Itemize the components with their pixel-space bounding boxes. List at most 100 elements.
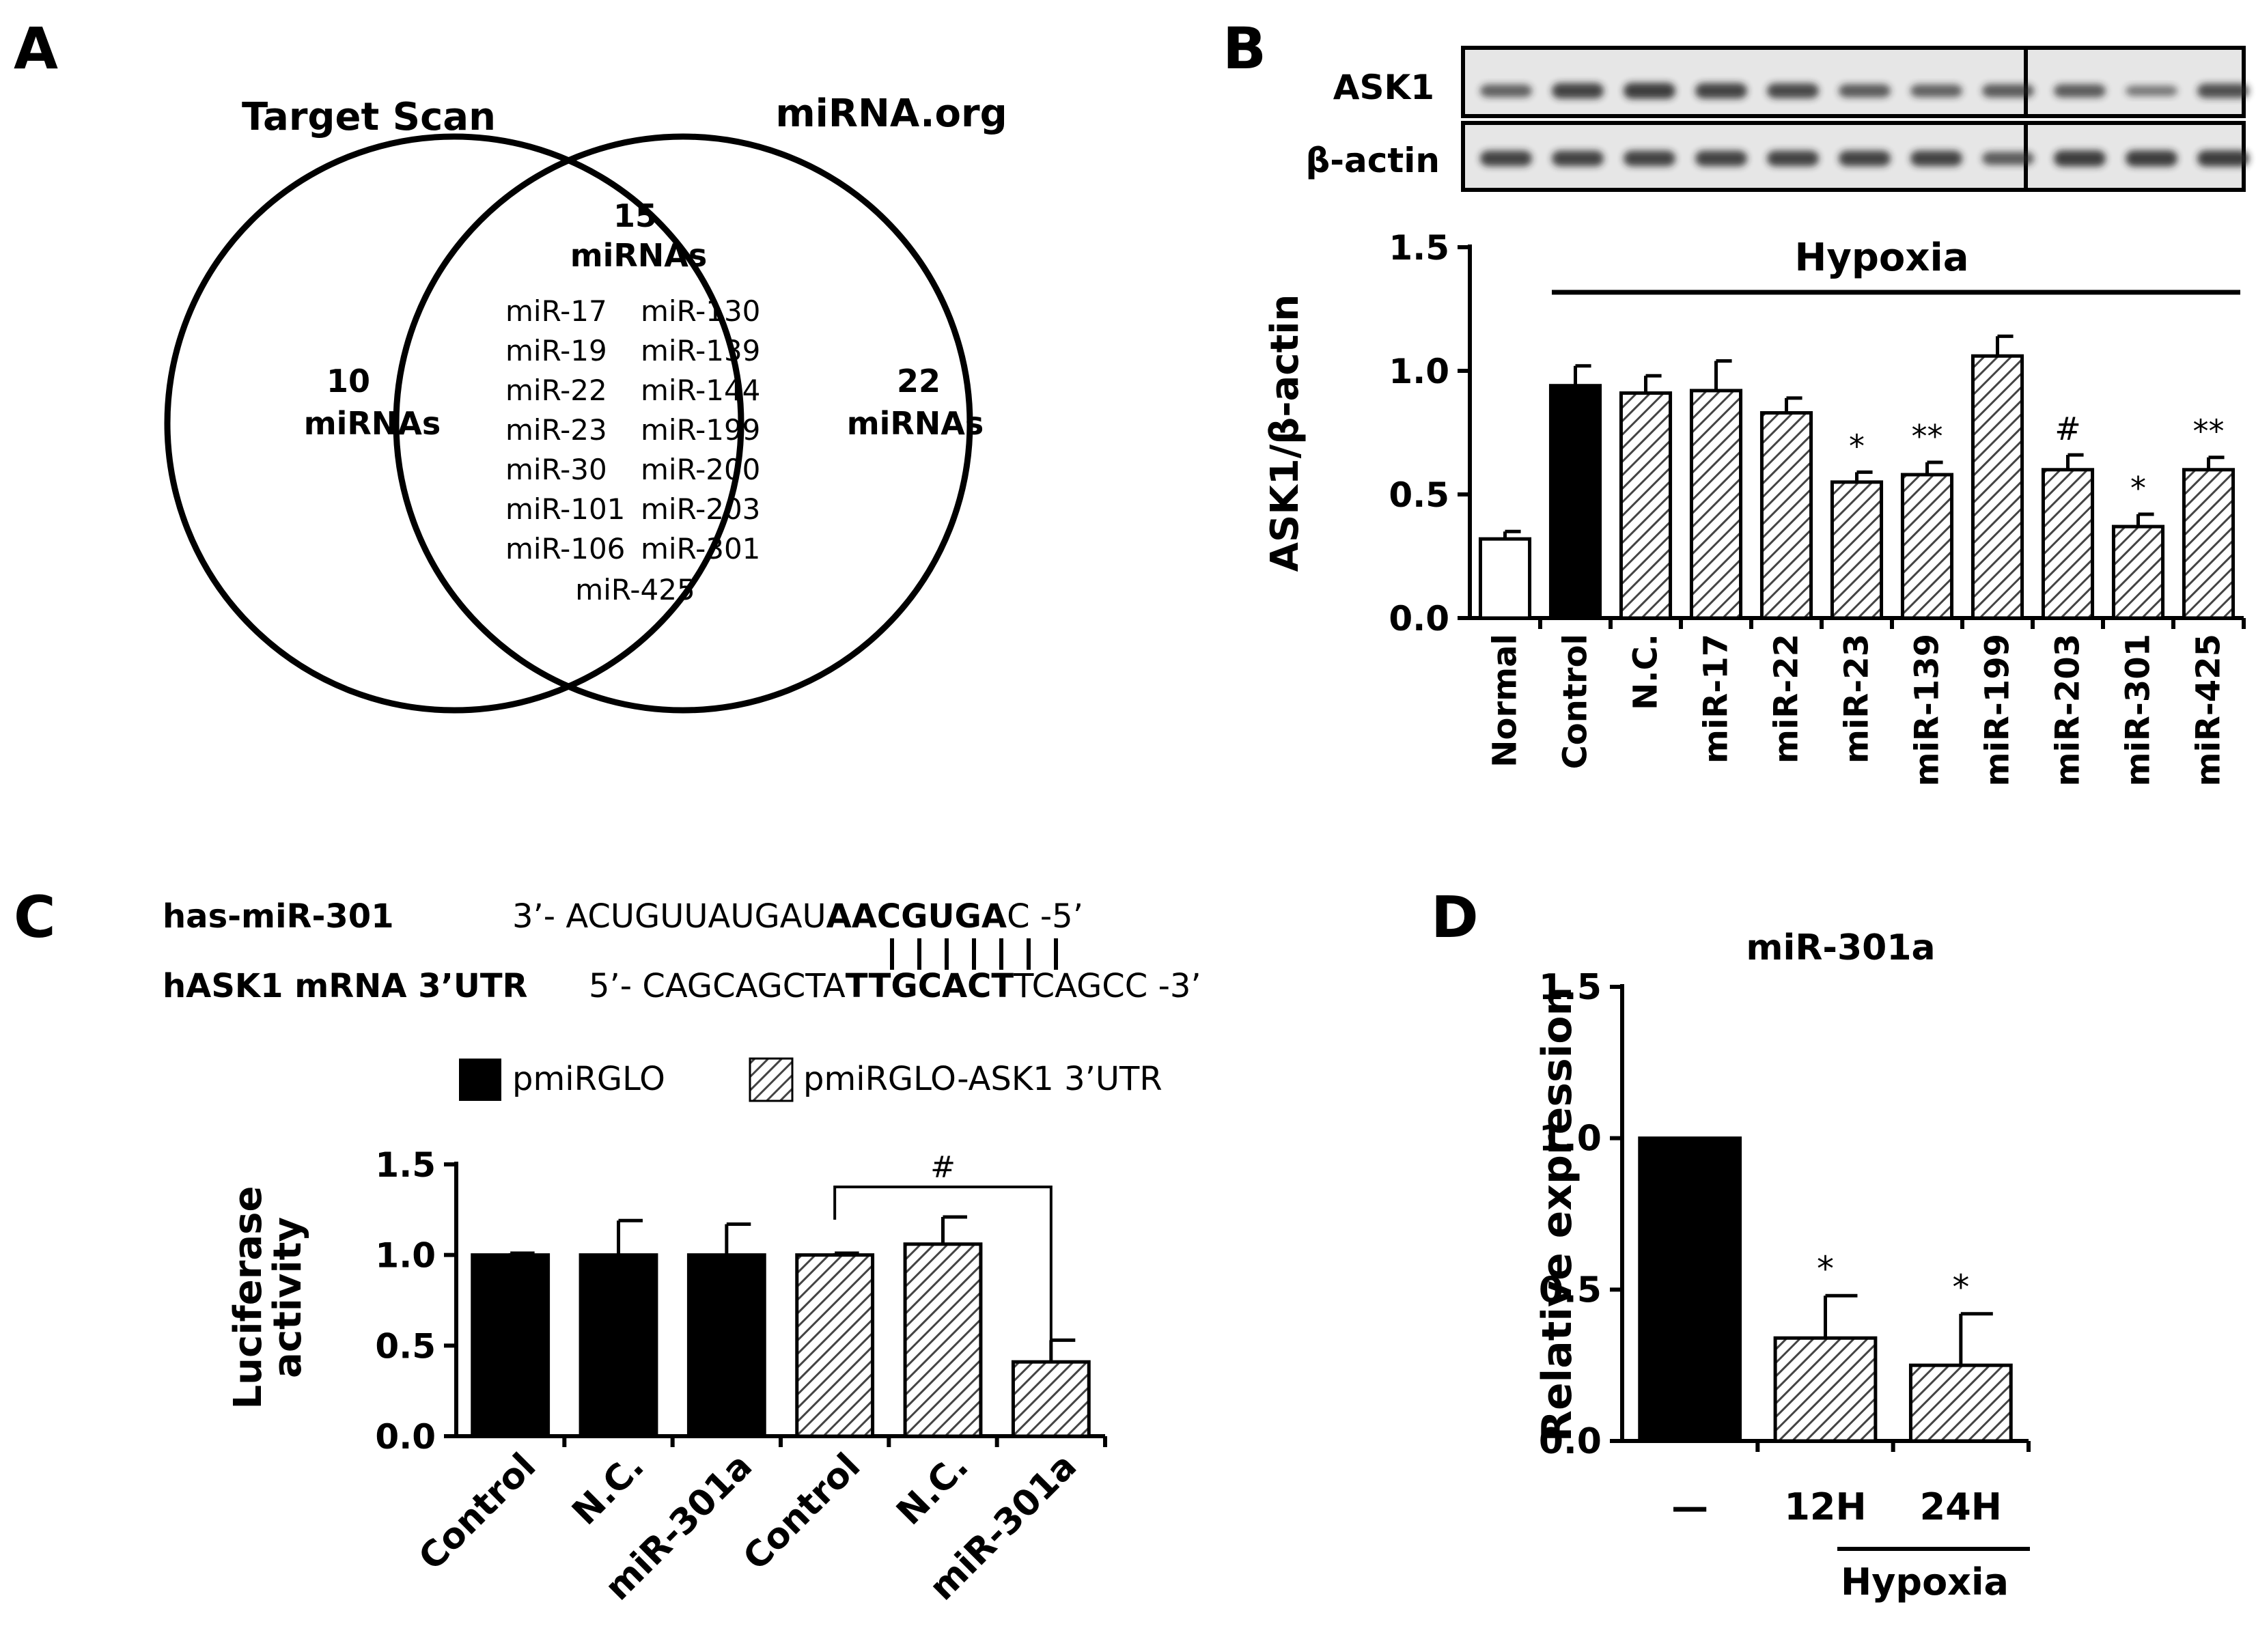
chart-d-significance-mark: * [1952, 1268, 1969, 1307]
chart-c-bar [903, 1242, 983, 1438]
utr-sequence: 5’- CAGCAGCTATTGCACTTCAGCC -3’ [589, 967, 1201, 1005]
chart-c-bar [795, 1253, 875, 1438]
blot-band [1982, 152, 2034, 165]
venn-right-title: miRNA.org [775, 92, 1007, 136]
blot-band [2126, 150, 2177, 167]
blot-band [2197, 83, 2249, 98]
chart-c-y-tick-label: 0.0 [375, 1417, 436, 1457]
chart-b-x-tick-label: Control [1557, 634, 1595, 769]
venn-mirna-item: miR-199 [641, 413, 760, 447]
venn-mirna-item: miR-200 [641, 453, 760, 486]
chart-d-bar [1773, 1336, 1878, 1443]
venn-left-count: 10 [326, 363, 370, 400]
chart-b-x-tick-label: miR-203 [2049, 634, 2087, 787]
chart-b-y-tick-label: 0.0 [1389, 599, 1449, 639]
chart-b-x-tick-label: miR-17 [1697, 634, 1736, 764]
chart-b-significance-mark: * [2130, 470, 2146, 507]
venn-right-count: 22 [897, 363, 941, 400]
panel-c-letter: C [14, 884, 56, 951]
chart-c-y-tick-label: 1.0 [375, 1236, 436, 1276]
blot-band [1695, 150, 1747, 167]
chart-b-x-tick-label: miR-22 [1768, 634, 1806, 764]
chart-d-group-label: Hypoxia [1841, 1560, 2009, 1604]
chart-d-y-tick-label: 0.5 [1539, 1270, 1602, 1311]
chart-b-bar [1689, 389, 1743, 620]
chart-c-x-tick-label: Control [736, 1446, 868, 1578]
chart-b-x-tick-label: miR-139 [1908, 634, 1947, 787]
venn-right-unit: miRNAs [847, 405, 984, 442]
chart-b-x-tick-label: Normal [1486, 634, 1524, 768]
venn-mirna-item: miR-22 [505, 374, 607, 407]
chart-b-bar [2182, 468, 2236, 620]
chart-c-bar [686, 1253, 766, 1438]
panel-c: C has-miR-301 3’- ACUGUUAUGAUAACGUGAC -5… [14, 884, 1201, 1608]
chart-b-significance-mark: * [1849, 428, 1865, 464]
venn-center-unit: miRNAs [570, 237, 708, 274]
venn-mirna-item: miR-30 [505, 453, 607, 486]
venn-mirna-item: miR-23 [505, 413, 607, 447]
chart-b-bar [1970, 354, 2024, 620]
chart-c-y-tick-label: 1.5 [375, 1145, 436, 1185]
venn-mirna-column-1: miR-17 miR-19 miR-22 miR-23 miR-30 miR-101 miR… [505, 294, 625, 565]
blot-band [2054, 150, 2106, 167]
chart-d-x-tick-label: — [1671, 1485, 1708, 1528]
chart-b-bar [2111, 524, 2165, 620]
utr-seq-pre: 5’- CAGCAGCTA [589, 967, 846, 1005]
base-pairing-lines [890, 938, 1058, 970]
venn-mirna-column-2: miR-130 miR-139 miR-144 miR-199 miR-200 miR-2… [641, 294, 760, 565]
blot-band [2197, 150, 2249, 167]
chart-d-y-tick-label: 1.5 [1539, 967, 1602, 1008]
venn-mirna-last: miR-425 [575, 573, 695, 606]
venn-left-unit: miRNAs [304, 405, 441, 442]
venn-mirna-item: miR-106 [505, 532, 625, 565]
utr-seq-post: TCAGCC -3’ [1013, 967, 1201, 1005]
chart-b: 0.00.51.01.5* ** #***Normal Control N.C. miR-… [1263, 228, 2246, 787]
legend-label-pmirglo-ask1: pmiRGLO-ASK1 3’UTR [803, 1060, 1162, 1098]
chart-d: miR-301a 0.0 0.5 1.0 1.5 * * — 12H 24H Relative ex… [1533, 927, 2031, 1604]
chart-d-x-tick-label: 24H [1920, 1485, 2002, 1528]
blot-label-actin: β-actin [1305, 141, 1440, 180]
chart-d-bar [1908, 1363, 2013, 1443]
chart-d-bar [1638, 1136, 1742, 1443]
chart-b-x-tick-label: N.C. [1627, 634, 1665, 710]
blot-band [1767, 150, 1819, 167]
venn-mirna-item: miR-19 [505, 334, 607, 367]
venn-left-title: Target Scan [242, 95, 496, 139]
chart-b-y-tick-label: 1.0 [1389, 352, 1449, 391]
panel-b: B ASK1 β-actin 0.00.51.01.5* ** #***Normal… [1223, 15, 2249, 787]
chart-b-significance-mark: ** [1912, 418, 1943, 455]
blot-band [1624, 83, 1675, 99]
utr-label: hASK1 mRNA 3’UTR [163, 967, 528, 1005]
chart-c-y-axis-label-line2: activity [266, 1217, 310, 1378]
venn-mirna-item: miR-144 [641, 374, 760, 407]
chart-d-title: miR-301a [1746, 927, 1935, 968]
chart-b-x-tick-label: miR-199 [1979, 634, 2017, 787]
venn-mirna-item: miR-101 [505, 492, 625, 526]
mir-label: has-miR-301 [163, 897, 394, 936]
chart-b-x-tick-label: miR-425 [2190, 634, 2228, 787]
chart-b-significance-mark: ** [2193, 413, 2225, 450]
blot-divider-ask1 [2024, 46, 2246, 118]
blot-band [1552, 150, 1604, 167]
legend-label-pmirglo: pmiRGLO [512, 1060, 665, 1098]
chart-c-bar [579, 1253, 658, 1438]
blot-band [1552, 83, 1604, 99]
venn-mirna-item: miR-203 [641, 492, 760, 526]
venn-mirna-item: miR-139 [641, 334, 760, 367]
blot-band [1480, 84, 1532, 98]
blot-band [2126, 85, 2177, 96]
chart-b-bar [1478, 537, 1532, 620]
chart-d-y-tick-label: 1.0 [1539, 1119, 1602, 1160]
blot-band [2054, 84, 2106, 98]
blot-band [1910, 84, 1962, 98]
chart-c-y-tick-label: 0.5 [375, 1326, 436, 1366]
chart-c-bar [471, 1253, 551, 1438]
chart-c-significance-bracket [833, 1186, 1053, 1358]
venn-center-count: 15 [613, 197, 657, 234]
legend-swatch-pmirglo [459, 1059, 501, 1101]
blot-band [1695, 83, 1747, 99]
chart-c-x-tick-label: N.C. [565, 1446, 652, 1533]
venn-circle-left [164, 133, 744, 714]
chart-b-y-tick-label: 0.5 [1389, 475, 1449, 515]
